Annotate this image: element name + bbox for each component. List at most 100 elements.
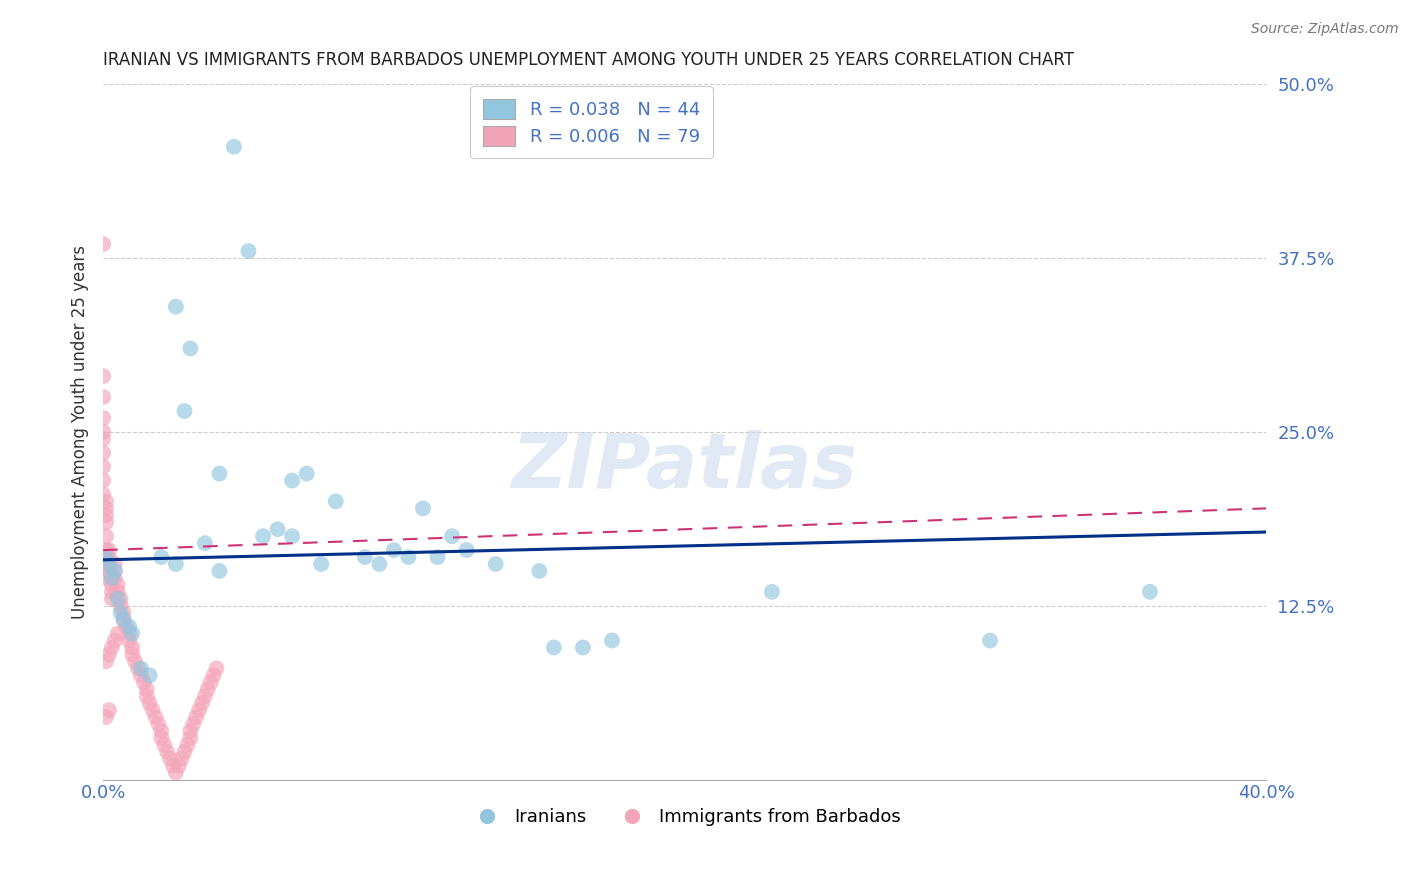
- Immigrants from Barbados: [145, 710, 167, 724]
- Iranians: [572, 640, 595, 655]
- Immigrants from Barbados: [112, 606, 135, 620]
- Immigrants from Barbados: [191, 696, 214, 710]
- Iranians: [485, 557, 508, 571]
- Immigrants from Barbados: [91, 459, 114, 474]
- Immigrants from Barbados: [148, 717, 170, 731]
- Immigrants from Barbados: [91, 390, 114, 404]
- Iranians: [194, 536, 217, 550]
- Immigrants from Barbados: [150, 723, 173, 738]
- Immigrants from Barbados: [91, 369, 114, 384]
- Immigrants from Barbados: [107, 626, 129, 640]
- Immigrants from Barbados: [101, 640, 124, 655]
- Iranians: [325, 494, 347, 508]
- Iranians: [104, 564, 127, 578]
- Immigrants from Barbados: [153, 738, 176, 752]
- Immigrants from Barbados: [135, 689, 157, 703]
- Iranians: [252, 529, 274, 543]
- Immigrants from Barbados: [200, 675, 222, 690]
- Immigrants from Barbados: [202, 668, 225, 682]
- Immigrants from Barbados: [194, 689, 217, 703]
- Iranians: [101, 571, 124, 585]
- Iranians: [382, 543, 405, 558]
- Iranians: [1139, 584, 1161, 599]
- Immigrants from Barbados: [97, 648, 120, 662]
- Iranians: [208, 564, 231, 578]
- Iranians: [353, 550, 375, 565]
- Iranians: [173, 404, 195, 418]
- Immigrants from Barbados: [127, 661, 149, 675]
- Iranians: [94, 550, 117, 565]
- Immigrants from Barbados: [101, 584, 124, 599]
- Immigrants from Barbados: [94, 494, 117, 508]
- Immigrants from Barbados: [129, 668, 152, 682]
- Immigrants from Barbados: [110, 591, 132, 606]
- Immigrants from Barbados: [179, 723, 201, 738]
- Immigrants from Barbados: [205, 661, 228, 675]
- Iranians: [222, 139, 245, 153]
- Iranians: [165, 557, 187, 571]
- Immigrants from Barbados: [124, 654, 146, 668]
- Iranians: [112, 613, 135, 627]
- Text: IRANIAN VS IMMIGRANTS FROM BARBADOS UNEMPLOYMENT AMONG YOUTH UNDER 25 YEARS CORR: IRANIAN VS IMMIGRANTS FROM BARBADOS UNEM…: [103, 51, 1074, 69]
- Iranians: [266, 522, 288, 536]
- Immigrants from Barbados: [186, 710, 208, 724]
- Immigrants from Barbados: [101, 571, 124, 585]
- Immigrants from Barbados: [91, 474, 114, 488]
- Iranians: [129, 661, 152, 675]
- Iranians: [600, 633, 623, 648]
- Immigrants from Barbados: [91, 411, 114, 425]
- Immigrants from Barbados: [179, 731, 201, 745]
- Immigrants from Barbados: [156, 745, 179, 759]
- Iranians: [295, 467, 318, 481]
- Text: ZIPatlas: ZIPatlas: [512, 430, 858, 504]
- Immigrants from Barbados: [150, 731, 173, 745]
- Immigrants from Barbados: [97, 564, 120, 578]
- Immigrants from Barbados: [97, 703, 120, 717]
- Immigrants from Barbados: [197, 682, 219, 697]
- Immigrants from Barbados: [94, 654, 117, 668]
- Immigrants from Barbados: [94, 529, 117, 543]
- Immigrants from Barbados: [94, 501, 117, 516]
- Iranians: [426, 550, 449, 565]
- Iranians: [165, 300, 187, 314]
- Iranians: [138, 668, 160, 682]
- Iranians: [107, 591, 129, 606]
- Immigrants from Barbados: [104, 564, 127, 578]
- Immigrants from Barbados: [104, 633, 127, 648]
- Iranians: [309, 557, 332, 571]
- Iranians: [529, 564, 551, 578]
- Immigrants from Barbados: [142, 703, 165, 717]
- Immigrants from Barbados: [91, 237, 114, 252]
- Iranians: [208, 467, 231, 481]
- Iranians: [121, 626, 143, 640]
- Immigrants from Barbados: [181, 717, 204, 731]
- Iranians: [97, 557, 120, 571]
- Immigrants from Barbados: [91, 487, 114, 501]
- Immigrants from Barbados: [173, 745, 195, 759]
- Immigrants from Barbados: [94, 516, 117, 530]
- Immigrants from Barbados: [110, 599, 132, 613]
- Iranians: [412, 501, 434, 516]
- Immigrants from Barbados: [121, 640, 143, 655]
- Immigrants from Barbados: [107, 584, 129, 599]
- Immigrants from Barbados: [107, 578, 129, 592]
- Iranians: [761, 584, 783, 599]
- Immigrants from Barbados: [121, 648, 143, 662]
- Immigrants from Barbados: [132, 675, 155, 690]
- Immigrants from Barbados: [91, 432, 114, 446]
- Immigrants from Barbados: [159, 752, 181, 766]
- Immigrants from Barbados: [94, 571, 117, 585]
- Immigrants from Barbados: [94, 710, 117, 724]
- Y-axis label: Unemployment Among Youth under 25 years: Unemployment Among Youth under 25 years: [72, 245, 89, 619]
- Immigrants from Barbados: [94, 508, 117, 523]
- Immigrants from Barbados: [97, 550, 120, 565]
- Immigrants from Barbados: [188, 703, 211, 717]
- Immigrants from Barbados: [112, 613, 135, 627]
- Immigrants from Barbados: [104, 557, 127, 571]
- Iranians: [281, 529, 304, 543]
- Immigrants from Barbados: [97, 557, 120, 571]
- Legend: Iranians, Immigrants from Barbados: Iranians, Immigrants from Barbados: [461, 801, 908, 833]
- Immigrants from Barbados: [167, 758, 190, 772]
- Immigrants from Barbados: [118, 626, 141, 640]
- Text: Source: ZipAtlas.com: Source: ZipAtlas.com: [1251, 22, 1399, 37]
